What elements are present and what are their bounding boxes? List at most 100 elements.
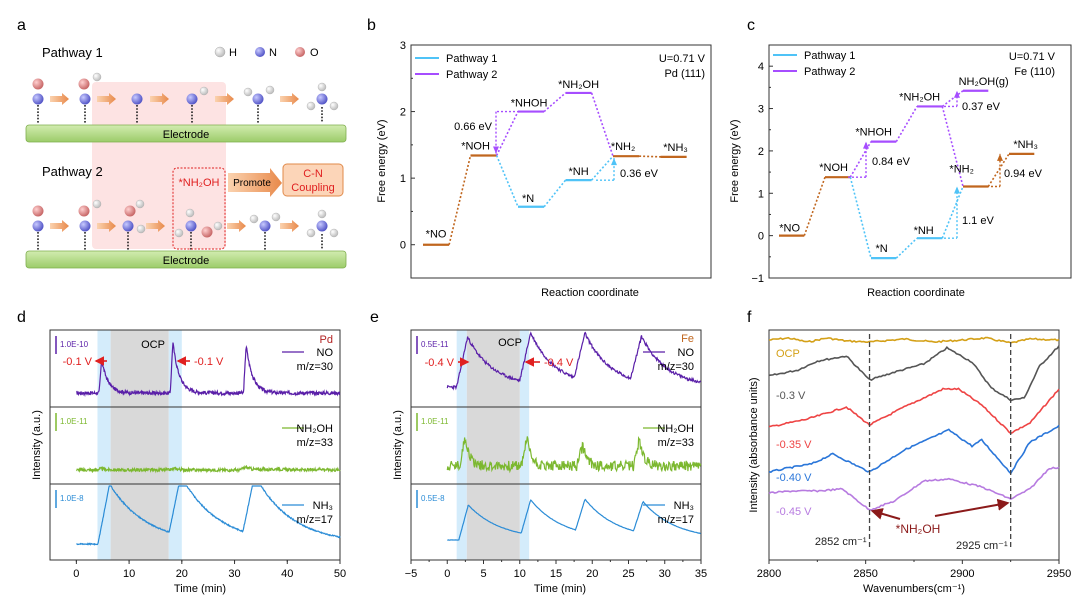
ytick-label: 2 [758, 146, 764, 158]
atom-h-icon [92, 199, 102, 209]
scale-bar-label: 0.5E-11 [421, 340, 449, 349]
legend-d: NO m/z=30 NH₂OH m/z=33 NH₃ m/z=17 [282, 347, 333, 526]
atom-h-icon [249, 214, 259, 224]
electrode-2-label: Electrode [163, 255, 209, 267]
spectrum-label: -0.45 V [776, 506, 812, 518]
xtick-label: 35 [695, 568, 707, 580]
yticks-c: −1 0 1 2 3 4 [751, 61, 773, 285]
xtick-label: −5 [405, 568, 418, 580]
legend-species: NO [678, 347, 695, 359]
state-label: *NHOH [855, 127, 892, 139]
state-label: *N [876, 243, 888, 255]
ylabel-f: Intensity (absorbance units) [748, 377, 760, 512]
atom-h-icon [185, 208, 195, 218]
legend-species: NO [317, 347, 334, 359]
atom-h-icon [174, 228, 184, 238]
spectrum-label: -0.3 V [776, 390, 806, 402]
energy-connector [895, 106, 918, 142]
atom-n-icon [259, 220, 271, 232]
atom-h-icon [329, 101, 339, 111]
energy-connector [895, 237, 918, 259]
atom-o-icon [201, 226, 213, 238]
ocp-shade-region [110, 330, 169, 560]
legend-mz: m/z=17 [297, 514, 333, 526]
metal-label-e: Fe [681, 333, 694, 345]
ir-spectrum-4 [768, 466, 1060, 511]
state-label: *NOH [461, 141, 490, 153]
ms-trace-0 [446, 331, 702, 391]
potential-label: -0.1 V [194, 356, 224, 368]
legend-label-pathway2: Pathway 2 [804, 66, 855, 78]
atom-n-icon [252, 93, 264, 105]
pathway1-title: Pathway 1 [42, 45, 103, 60]
xticks-f: 2800 2850 2900 2950 [757, 560, 1071, 580]
reaction-arrow-icon [97, 93, 116, 105]
energy-connector [849, 176, 872, 259]
xtick-label: 10 [123, 568, 135, 580]
state-label: *NO [779, 223, 800, 235]
panel-b: b Reaction coordinate Free energy (eV) 0… [367, 17, 712, 299]
bias-shade-region [519, 330, 530, 560]
panel-letter-f: f [747, 309, 752, 326]
energy-diagram-c: *NO *NOH *NHOH *NH₂OH NH₂OH(g) *N *NH *NH₂ *NH₃ 0… [779, 76, 1043, 260]
xtick-label: 2900 [950, 568, 974, 580]
legend-species: NH₃ [674, 500, 694, 512]
atom-h-icon [213, 221, 223, 231]
nh2oh-highlight-box [172, 167, 226, 250]
annotation-surface-c: Fe (110) [1014, 66, 1055, 78]
atom-o-icon [78, 205, 90, 217]
barrier-label: 0.84 eV [872, 156, 911, 168]
barrier-arrowhead-icon [863, 141, 869, 149]
reaction-arrow-icon [50, 220, 69, 232]
atom-n-icon [79, 93, 91, 105]
electrode-1 [25, 124, 347, 143]
energy-connector [590, 92, 614, 157]
energy-diagram-b: *NO *NOH *NHOH *NH₂OH *N *NH *NH₂ *NH₃ 0.66 eV 0.… [423, 79, 688, 246]
energy-connector [941, 186, 964, 239]
atom-h-icon [135, 199, 145, 209]
legend-mz: m/z=33 [297, 437, 333, 449]
atom-n-icon [316, 220, 328, 232]
nh2oh-arrow-icon [870, 508, 901, 520]
ylabel-d: Intensity (a.u.) [31, 410, 43, 480]
atom-h-icon [317, 82, 327, 92]
cn-coupling-label-1: C-N [303, 168, 323, 180]
ocp-label-d: OCP [141, 339, 165, 351]
ytick-label: 3 [758, 104, 764, 116]
energy-connector [543, 92, 567, 113]
xtick-label: 20 [176, 568, 188, 580]
reaction-arrow-icon [50, 93, 69, 105]
xtick-label: 40 [281, 568, 293, 580]
ms-trace-1 [76, 464, 341, 474]
atom-n-icon [122, 220, 134, 232]
atom-o-icon [124, 205, 136, 217]
ms-trace-1 [446, 435, 702, 474]
atom-o-icon [32, 205, 44, 217]
energy-connector [448, 155, 472, 245]
atom-h-icon [317, 209, 327, 219]
state-label: *NO [426, 229, 447, 241]
ylabel-b: Free energy (eV) [376, 119, 388, 202]
barrier-label: 1.1 eV [962, 215, 994, 227]
energy-connector [941, 90, 964, 108]
yticks-b: 0 1 2 3 [400, 40, 415, 279]
xlabel-d: Time (min) [174, 583, 226, 595]
annotation-surface-b: Pd (111) [664, 68, 705, 80]
xtick-label: 50 [334, 568, 346, 580]
panel-letter-c: c [747, 17, 755, 34]
xlabel-f: Wavenumbers(cm⁻¹) [863, 583, 965, 595]
state-label: *NH [568, 166, 588, 178]
xtick-label: 5 [480, 568, 486, 580]
barrier-arrowhead-icon [997, 153, 1003, 161]
atom-n-icon [32, 93, 44, 105]
panel-d: d 1.0E-10 1.0E-11 1.0E-8 -0.1 V -0.1 V 0 10 20… [17, 309, 346, 595]
atom-n-icon [131, 93, 143, 105]
traces-d: 1.0E-10 1.0E-11 1.0E-8 -0.1 V -0.1 V [55, 336, 341, 546]
barrier-label: 0.94 eV [1004, 168, 1043, 180]
ocp-shade-region [466, 330, 520, 560]
xtick-label: 2850 [853, 568, 877, 580]
xtick-label: 25 [622, 568, 634, 580]
metal-label-d: Pd [320, 334, 333, 346]
xtick-label: 0 [444, 568, 450, 580]
